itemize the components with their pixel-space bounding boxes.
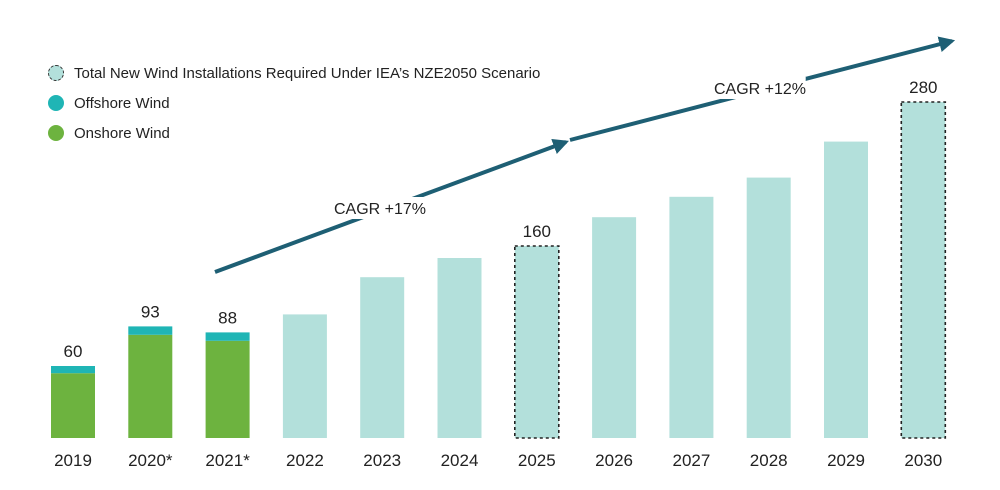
data-label-2019: 60 xyxy=(64,342,83,361)
x-tick-label-2026: 2026 xyxy=(595,451,633,470)
bar-offshore-2019 xyxy=(51,366,95,374)
x-tick-label-2019: 2019 xyxy=(54,451,92,470)
x-tick-label-2022: 2022 xyxy=(286,451,324,470)
bar-onshore-2019 xyxy=(51,373,95,438)
legend-swatch-onshore xyxy=(48,125,64,141)
legend-label-total: Total New Wind Installations Required Un… xyxy=(74,64,541,82)
legend-item-offshore: Offshore Wind xyxy=(48,88,540,118)
legend-swatch-offshore xyxy=(48,95,64,111)
legend-label-onshore: Onshore Wind xyxy=(74,124,170,142)
x-tick-label-2024: 2024 xyxy=(441,451,479,470)
cagr-label-bg-2 xyxy=(714,77,806,99)
x-tick-label-2023: 2023 xyxy=(363,451,401,470)
x-tick-label-2028: 2028 xyxy=(750,451,788,470)
bar-onshore-2020 xyxy=(128,334,173,438)
x-tick-label-2025: 2025 xyxy=(518,451,556,470)
bar-onshore-2021 xyxy=(205,340,250,438)
bar-required-2027 xyxy=(669,196,714,438)
cagr-label-2: CAGR +12% xyxy=(714,81,806,98)
legend-item-onshore: Onshore Wind xyxy=(48,118,540,148)
bar-required-2028 xyxy=(746,177,791,438)
data-label-2030: 280 xyxy=(909,78,937,97)
bar-required-2029 xyxy=(824,141,868,438)
bar-required-2022 xyxy=(282,314,327,438)
bar-required-2024 xyxy=(437,258,482,438)
bar-required-2023 xyxy=(360,277,405,438)
cagr-label-1: CAGR +17% xyxy=(334,201,426,218)
data-label-2025: 160 xyxy=(523,222,551,241)
legend-label-offshore: Offshore Wind xyxy=(74,94,170,112)
x-tick-label-2020: 2020* xyxy=(128,451,173,470)
bar-offshore-2021 xyxy=(205,332,250,341)
bar-offshore-2020 xyxy=(128,326,173,335)
x-tick-label-2029: 2029 xyxy=(827,451,865,470)
data-label-2021: 88 xyxy=(218,308,237,327)
bar-required-2030 xyxy=(900,101,947,439)
legend-item-total: Total New Wind Installations Required Un… xyxy=(48,58,540,88)
bar-required-2026 xyxy=(592,217,637,438)
x-tick-label-2027: 2027 xyxy=(672,451,710,470)
cagr-label-bg-1 xyxy=(334,197,426,219)
legend-swatch-total xyxy=(48,65,64,81)
bar-required-2025 xyxy=(513,245,560,439)
legend: Total New Wind Installations Required Un… xyxy=(48,58,540,148)
data-label-2020: 93 xyxy=(141,302,160,321)
x-tick-label-2030: 2030 xyxy=(904,451,942,470)
x-tick-label-2021: 2021* xyxy=(205,451,250,470)
